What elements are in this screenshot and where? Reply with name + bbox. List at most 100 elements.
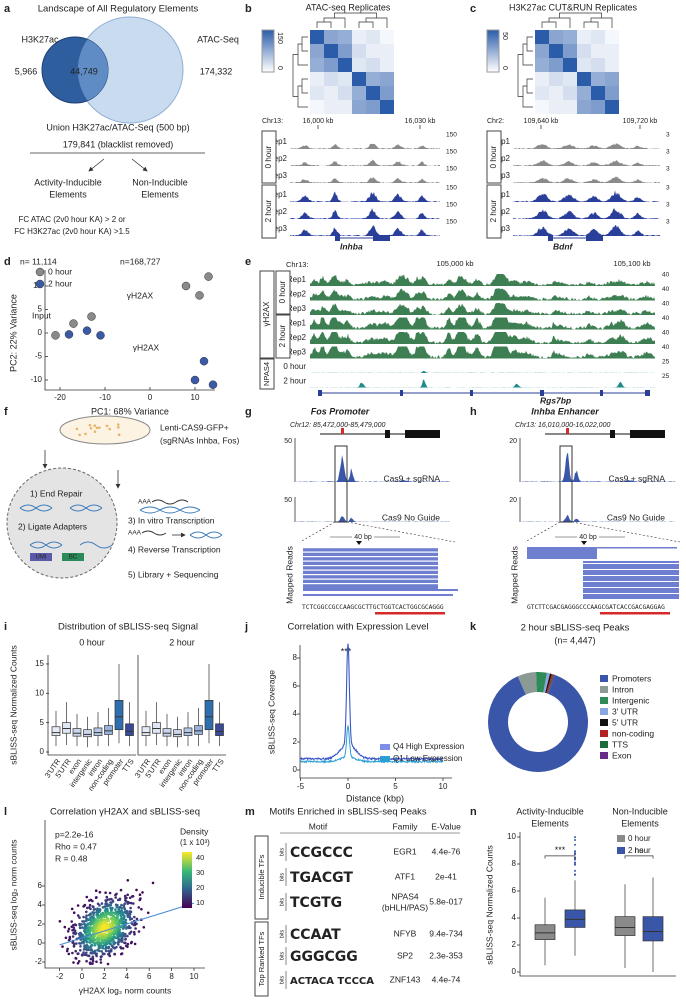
track-scale: 3 [666,166,670,173]
x-tick-label: 10 [190,972,199,981]
track-scale: 150 [446,149,457,156]
density-point [98,908,101,911]
cell [75,427,79,431]
label: 2e-41 [435,871,457,881]
density-point [93,949,97,953]
density-point [88,926,91,929]
density-point [108,891,112,895]
label: 179,841 (blacklist removed) [63,139,174,149]
density-point [70,920,73,923]
label: Chr12: 85,472,000-85,479,000 [290,422,385,429]
heatmap-cell [577,44,591,58]
outlier [574,861,576,864]
density-point [67,927,71,931]
panel-letter: b [245,3,252,15]
density-point [96,913,99,916]
x-tick-label: 2 [102,972,107,981]
density-point [112,930,116,933]
density-point [75,942,78,945]
density-point [87,946,90,949]
density-point [81,920,84,923]
heatmap-cell [352,86,366,100]
label: TCGTG [290,895,342,911]
density-point [100,913,104,916]
density-point [74,957,78,960]
density-point [86,923,90,926]
pca-point [69,319,78,328]
x-tick-label: 0 [80,972,85,981]
box [204,699,214,731]
density-point [89,916,92,919]
track-label: Rep2 [287,290,307,299]
label: γH2AX [262,301,271,327]
pca-point [51,331,60,340]
coverage-track [310,379,655,388]
density-point [87,937,90,941]
density-point [68,937,72,941]
density-point [124,896,127,900]
y-tick-label: -5 [35,352,43,361]
group-box [259,358,275,390]
panel-letter: k [470,621,477,633]
label: Inhba [340,241,363,251]
colorbar [261,29,275,73]
group-box [275,314,291,359]
label: FC H3K27ac (2v0 hour KA) >1.5 [14,227,130,236]
axes [137,655,226,756]
x-tick-label: -2 [56,972,64,981]
density-point [58,920,62,923]
cell [78,433,81,437]
track-label: Rep3 [268,171,288,180]
heatmap-cell [563,72,577,86]
track-scale: 40 [662,272,670,279]
density-point [133,932,136,936]
density-point [115,920,119,924]
density-point [95,954,98,958]
label: R = 0.48 [55,853,88,863]
label: H3K27ac [21,34,59,44]
x-tick-label: -10 [99,393,111,402]
heatmap-cell [605,100,619,114]
label: 2 hour [169,637,195,647]
density-point [99,955,103,958]
label: *** [341,646,352,656]
regression-line [59,902,195,946]
density-point [96,902,100,906]
heatmap-cell [535,30,549,44]
outlier [574,853,576,856]
y-tick-label: 0 [38,938,43,947]
pca-point [204,272,213,281]
density-point [107,953,110,956]
density-point [103,952,106,956]
heatmap-cell [338,100,352,114]
label: Q4 High Expression [393,742,464,751]
density-point [142,926,146,929]
heatmap-cell [380,58,394,72]
label: γH2AX log₂ norm counts [79,985,172,995]
y-tick-label: 15 [35,659,44,668]
read-gap [583,587,679,588]
density-point [122,906,126,909]
y-tick-label: 8 [293,653,298,662]
read-gap [303,560,446,562]
box [642,916,664,942]
read-gap [303,556,458,558]
group-box [254,835,269,920]
label: (bHLH/PAS) [382,902,428,912]
axes [519,832,676,977]
dendrogram [292,36,308,108]
panel-letter: i [4,621,7,633]
label: 174,332 [200,66,233,76]
label: H3K27ac CUT&RUN Replicates [509,2,638,12]
label: Non-Inducible [132,177,188,187]
density-point [120,947,123,950]
track-label: Rep3 [287,348,307,357]
label: 0 hour [489,145,498,168]
label: Inhba Enhancer [531,406,599,416]
density-point [74,949,77,953]
heatmap-cell [338,44,352,58]
density-point [99,941,103,945]
exon [405,430,440,438]
density-point [85,895,89,899]
